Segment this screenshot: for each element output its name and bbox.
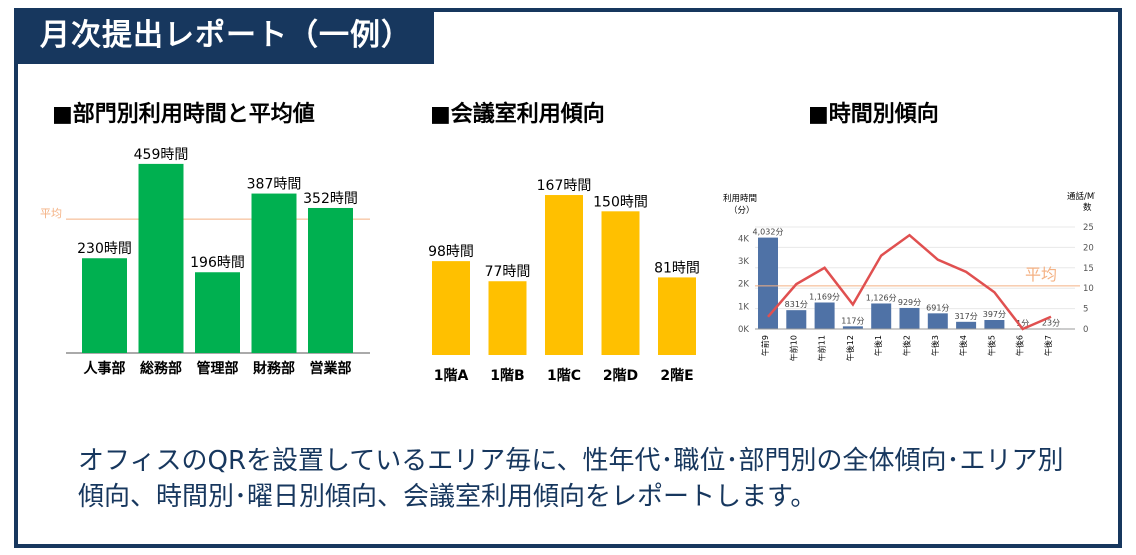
calls-mtg-line	[767, 233, 1052, 331]
room-usage-chart: 98時間 1階A 77時間 1階B 167時間 1階C 150時間 2階D 81時間 2階E	[428, 178, 700, 384]
data-label: 167時間	[537, 178, 592, 194]
y-right-tick: 0	[1083, 325, 1088, 335]
data-label: 397分	[983, 310, 1006, 319]
bar-午後4	[956, 321, 977, 329]
y-left-unit: （分）	[729, 205, 755, 216]
tick-label: 1階C	[547, 367, 581, 384]
x-tick-label: 午後6	[1015, 335, 1025, 356]
bar-総務部	[138, 163, 184, 353]
bar-午後2	[899, 307, 920, 329]
y-right-title: 通話/MTG	[1067, 191, 1095, 202]
data-label: 317分	[954, 312, 977, 321]
data-label: 23分	[1042, 318, 1060, 327]
y-left-tick: 4K	[738, 234, 749, 244]
data-label: 352時間	[303, 191, 358, 207]
x-tick-label: 午後1	[873, 335, 883, 356]
bar-人事部	[82, 258, 127, 353]
data-label: 1,126分	[866, 293, 897, 302]
data-label: 1,169分	[809, 293, 840, 302]
section-heading-room: ■会議室利用傾向	[430, 102, 605, 127]
data-label: 196時間	[190, 255, 245, 271]
y-right-tick: 10	[1083, 284, 1094, 294]
x-tick-label: 午後2	[902, 335, 912, 356]
y-right-tick: 25	[1083, 223, 1094, 233]
y-left-tick: 2K	[738, 280, 749, 290]
data-label: 150時間	[593, 194, 648, 210]
data-label: 459時間	[134, 147, 189, 163]
bar-午前9	[758, 237, 778, 329]
tick-label: 財務部	[252, 360, 295, 377]
data-label: 387時間	[247, 177, 302, 193]
y-right-tick: 20	[1083, 243, 1094, 253]
average-label: 平均	[40, 207, 62, 220]
x-tick-label: 午後4	[958, 335, 968, 356]
x-tick-label: 午前9	[760, 335, 770, 356]
bar-午後12	[842, 326, 863, 329]
data-label: 77時間	[485, 264, 531, 280]
data-label: 4,032分	[753, 228, 784, 237]
bar-1階B	[488, 281, 527, 355]
x-tick-label: 午後12	[845, 335, 855, 361]
tick-label: 2階D	[603, 367, 638, 384]
data-label: 1分	[1016, 319, 1029, 328]
section-heading-hourly: ■時間別傾向	[808, 102, 939, 127]
data-label: 929分	[898, 298, 921, 307]
section-heading-dept: ■部門別利用時間と平均値	[52, 102, 315, 127]
bar-午前11	[814, 302, 835, 329]
data-label: 117分	[841, 316, 864, 325]
x-tick-label: 午後3	[930, 335, 940, 356]
bar-2階E	[658, 277, 696, 355]
y-left-title: 利用時間	[723, 193, 757, 204]
bar-2階D	[601, 211, 640, 355]
y-left-tick: 0K	[738, 325, 749, 335]
page-title: 月次提出レポート（一例）	[14, 8, 434, 64]
bar-財務部	[251, 193, 297, 353]
y-right-tick: 5	[1083, 305, 1088, 315]
average-label: 平均	[1025, 265, 1057, 284]
x-tick-label: 午前10	[788, 335, 798, 361]
tick-label: 1階A	[434, 367, 469, 384]
bar-1階A	[432, 261, 470, 355]
x-tick-label: 午前11	[817, 335, 827, 361]
data-label: 230時間	[77, 241, 132, 257]
bar-午後3	[927, 313, 948, 329]
y-right-tick: 15	[1083, 264, 1094, 274]
bar-管理部	[195, 272, 240, 353]
bar-営業部	[308, 207, 353, 353]
x-tick-label: 午後7	[1043, 335, 1053, 356]
tick-label: 営業部	[310, 360, 352, 377]
tick-label: 管理部	[197, 360, 239, 377]
data-label: 831分	[785, 300, 808, 309]
tick-label: 2階E	[660, 367, 693, 384]
bar-午前10	[786, 310, 807, 329]
data-label: 81時間	[654, 260, 700, 276]
description-text: オフィスのQRを設置しているエリア毎に、性年代･職位･部門別の全体傾向･エリア別…	[78, 446, 1064, 512]
tick-label: 総務部	[140, 360, 182, 377]
bar-1階C	[545, 195, 583, 355]
hourly-trend-chart: 利用時間（分） 通話/MTG数 0K 1K 2K 3K 4K 0 5 10 15 20 25 4,032分…	[723, 191, 1095, 361]
data-label: 691分	[926, 303, 949, 312]
tick-label: 1階B	[490, 367, 524, 384]
bar-午後5	[984, 320, 1005, 329]
y-right-unit: 数	[1083, 202, 1092, 213]
y-left-tick: 1K	[738, 302, 749, 312]
x-tick-label: 午後5	[986, 335, 996, 356]
y-left-tick: 3K	[738, 257, 749, 267]
data-label: 98時間	[428, 244, 474, 260]
bar-午後1	[871, 303, 892, 329]
tick-label: 人事部	[84, 360, 126, 377]
slide-frame	[14, 8, 1122, 548]
